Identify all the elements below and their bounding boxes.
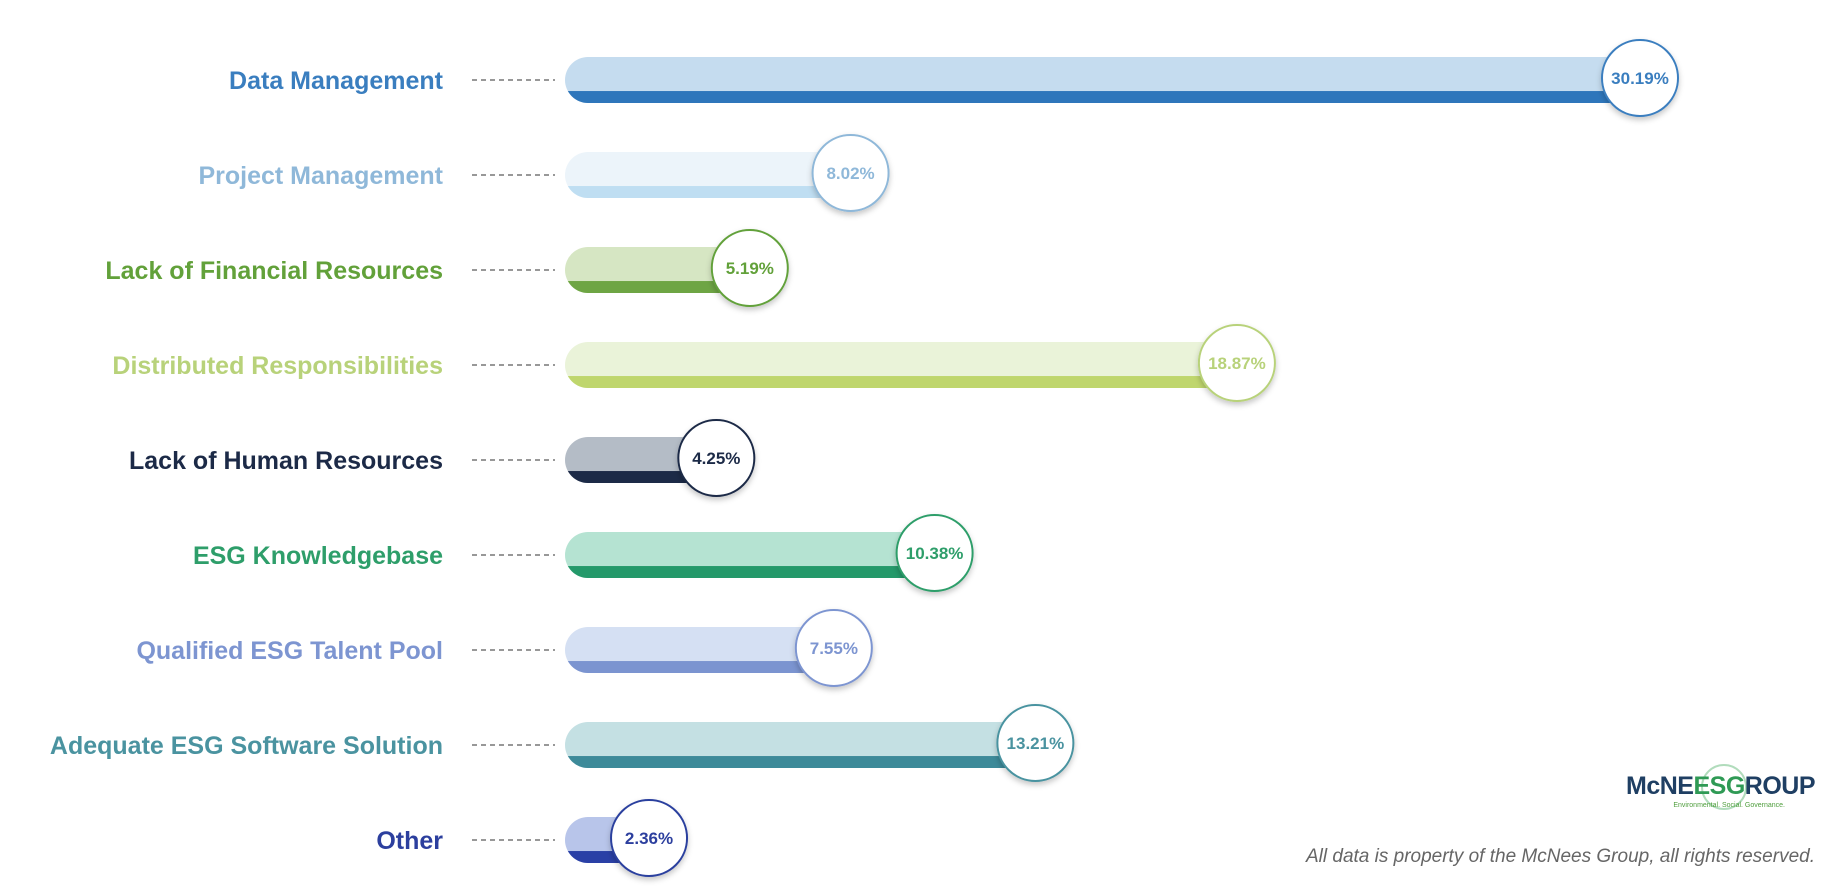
logo-wordmark: McNEESGROUP bbox=[1626, 772, 1816, 801]
bar-base-stripe bbox=[565, 566, 958, 578]
bar-row: ESG Knowledgebase 10.38% bbox=[193, 514, 974, 592]
value-ring bbox=[996, 704, 1075, 782]
logo-text-esg: ESG bbox=[1693, 772, 1745, 800]
value-label: 2.36% bbox=[625, 829, 673, 848]
value-label: 13.21% bbox=[1007, 734, 1065, 753]
value-label: 8.02% bbox=[826, 164, 874, 183]
bar-base-stripe bbox=[565, 186, 874, 198]
category-label: Distributed Responsibilities bbox=[112, 352, 443, 380]
bar bbox=[565, 532, 958, 578]
value-label: 18.87% bbox=[1208, 354, 1266, 373]
bar-row: Distributed Responsibilities 18.87% bbox=[112, 324, 1276, 402]
copyright-notice: All data is property of the McNees Group… bbox=[1305, 846, 1815, 867]
mcnees-esg-group-logo: McNEESGROUP Environmental. Social. Gover… bbox=[1615, 764, 1816, 824]
bar bbox=[565, 57, 1663, 103]
value-ring bbox=[610, 799, 689, 877]
value-label: 30.19% bbox=[1611, 69, 1669, 88]
value-label: 7.55% bbox=[810, 639, 858, 658]
logo-leaf-ring bbox=[1701, 764, 1747, 810]
bar bbox=[565, 342, 1260, 388]
bar-base-stripe bbox=[565, 376, 1260, 388]
category-label: Other bbox=[376, 827, 443, 855]
category-label: Qualified ESG Talent Pool bbox=[136, 637, 443, 665]
category-label: Adequate ESG Software Solution bbox=[50, 732, 443, 760]
category-label: Data Management bbox=[229, 67, 444, 95]
value-ring bbox=[677, 419, 756, 497]
bar-row: Lack of Human Resources 4.25% bbox=[129, 419, 756, 497]
value-ring bbox=[794, 609, 873, 687]
category-label: Project Management bbox=[198, 162, 443, 190]
bar-base-stripe bbox=[565, 756, 1059, 768]
category-label: Lack of Financial Resources bbox=[105, 257, 443, 285]
category-label: ESG Knowledgebase bbox=[193, 542, 443, 570]
bar-row: Other 2.36% bbox=[376, 799, 689, 877]
bar-row: Lack of Financial Resources 5.19% bbox=[105, 229, 789, 307]
logo-text-mcne: McNE bbox=[1626, 772, 1694, 800]
bar bbox=[565, 722, 1059, 768]
category-label: Lack of Human Resources bbox=[129, 447, 443, 475]
bar-row: Data Management 30.19% bbox=[229, 39, 1679, 117]
bar-base-stripe bbox=[565, 91, 1663, 103]
bar-base-stripe bbox=[565, 661, 857, 673]
bar-row: Qualified ESG Talent Pool 7.55% bbox=[136, 609, 873, 687]
logo-text-roup: ROUP bbox=[1744, 772, 1816, 800]
value-ring bbox=[895, 514, 974, 592]
bar-base-stripe bbox=[565, 471, 740, 483]
value-ring bbox=[811, 134, 890, 212]
value-label: 5.19% bbox=[726, 259, 774, 278]
value-label: 4.25% bbox=[692, 449, 740, 468]
bar-row: Project Management 8.02% bbox=[198, 134, 890, 212]
value-ring bbox=[710, 229, 789, 307]
value-ring bbox=[1601, 39, 1679, 117]
value-ring bbox=[1197, 324, 1276, 402]
bar-row: Adequate ESG Software Solution 13.21% bbox=[50, 704, 1075, 782]
logo-tagline: Environmental. Social. Governance. bbox=[1673, 802, 1785, 809]
value-label: 10.38% bbox=[906, 544, 964, 563]
bar-base-stripe bbox=[565, 281, 773, 293]
